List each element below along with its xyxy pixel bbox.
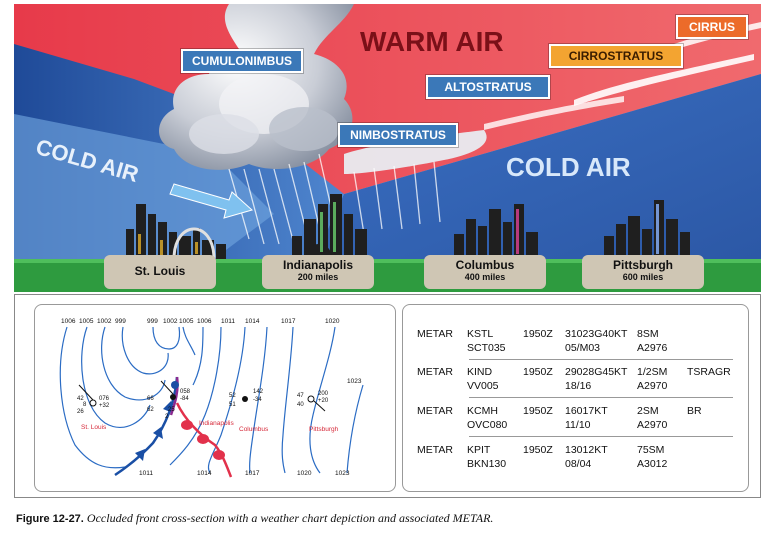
- svg-text:1017: 1017: [281, 318, 296, 325]
- metar-panel: METAR KSTL 1950Z 31023G40KT 8SM SCT035 0…: [402, 304, 749, 492]
- svg-text:+20: +20: [318, 398, 329, 404]
- figure-number: Figure 12-27.: [16, 513, 84, 525]
- weather-chart-panel: 1006 1005 1002 999 999 1002 1005 1006 10…: [34, 304, 396, 492]
- svg-text:076: 076: [99, 396, 110, 402]
- cirrostratus-label: CIRROSTRATUS: [549, 44, 683, 68]
- cold-air-arrow: [169, 183, 254, 219]
- svg-text:66: 66: [147, 396, 154, 402]
- isobar-labels-bottom: 1011 1014 1017 1020 1023: [139, 470, 350, 477]
- warm-air-label: WARM AIR: [360, 26, 504, 57]
- svg-text:-34: -34: [253, 397, 262, 403]
- svg-text:Indianapolis: Indianapolis: [199, 420, 234, 427]
- occluded-front: [169, 376, 179, 416]
- city-sign-pittsburgh: Pittsburgh 600 miles: [582, 255, 704, 289]
- svg-text:1011: 1011: [221, 318, 235, 325]
- svg-text:1005: 1005: [79, 318, 94, 325]
- cirrostratus-wisp: [574, 54, 754, 106]
- svg-text:Pittsburgh: Pittsburgh: [309, 426, 339, 433]
- station-plot-indianapolis: 66 62 25 2 058 -84: [147, 380, 191, 420]
- svg-text:40: 40: [297, 402, 304, 408]
- svg-text:25: 25: [168, 407, 175, 413]
- cold-air-right-mass: [314, 74, 761, 259]
- low-pressure-center: [171, 381, 179, 389]
- svg-text:1002: 1002: [97, 318, 112, 325]
- cold-air-right-label: COLD AIR: [506, 152, 631, 182]
- svg-text:-84: -84: [180, 396, 189, 402]
- station-plot-pittsburgh: 47 40 200 +20: [297, 391, 329, 412]
- cold-front: [114, 376, 179, 477]
- svg-text:+32: +32: [99, 403, 110, 409]
- svg-text:1002: 1002: [163, 318, 178, 325]
- cirrus-label: CIRRUS: [676, 15, 748, 39]
- nimbostratus-label: NIMBOSTRATUS: [338, 123, 458, 147]
- svg-text:1005: 1005: [179, 318, 194, 325]
- svg-text:52: 52: [229, 393, 236, 399]
- svg-text:058: 058: [180, 389, 191, 395]
- svg-text:42: 42: [77, 396, 84, 402]
- cumulonimbus-cloud: [159, 4, 354, 170]
- figure-caption-text: Occluded front cross-section with a weat…: [86, 511, 494, 525]
- svg-text:26: 26: [77, 409, 84, 415]
- svg-text:1014: 1014: [197, 470, 212, 477]
- chart-city-labels: St. Louis Indianapolis Columbus Pittsbur…: [81, 420, 339, 433]
- svg-text:8: 8: [83, 402, 87, 408]
- city-sign-indianapolis: Indianapolis 200 miles: [262, 255, 374, 289]
- svg-text:1006: 1006: [197, 318, 212, 325]
- svg-text:1006: 1006: [61, 318, 76, 325]
- station-plot-st-louis: 42 26 8 076 +32: [77, 384, 110, 415]
- isobar-labels-top: 1006 1005 1002 999 999 1002 1005 1006 10…: [61, 318, 362, 385]
- svg-text:2: 2: [165, 414, 169, 420]
- station-plot-columbus: 52 51 142 -34: [229, 389, 264, 408]
- svg-text:1011: 1011: [139, 470, 153, 477]
- svg-text:47: 47: [297, 393, 304, 399]
- warm-front: [175, 402, 233, 478]
- cross-section-scene: WARM AIR COLD AIR COLD AIR CUMULONIMBUS …: [14, 4, 761, 292]
- svg-text:62: 62: [147, 407, 154, 413]
- svg-text:Columbus: Columbus: [239, 426, 269, 433]
- svg-text:St. Louis: St. Louis: [81, 424, 107, 431]
- svg-text:999: 999: [147, 318, 158, 325]
- isobars: [59, 326, 364, 474]
- svg-text:200: 200: [318, 391, 329, 397]
- city-sign-st-louis: St. Louis: [104, 255, 216, 289]
- figure-caption: Figure 12-27. Occluded front cross-secti…: [16, 511, 493, 526]
- svg-text:999: 999: [115, 318, 126, 325]
- svg-text:1017: 1017: [245, 470, 260, 477]
- svg-text:51: 51: [229, 402, 236, 408]
- svg-text:1014: 1014: [245, 318, 260, 325]
- svg-text:1023: 1023: [347, 378, 362, 385]
- city-sign-columbus: Columbus 400 miles: [424, 255, 546, 289]
- altostratus-label: ALTOSTRATUS: [426, 75, 550, 99]
- weather-chart: 1006 1005 1002 999 999 1002 1005 1006 10…: [59, 318, 364, 478]
- svg-text:1020: 1020: [325, 318, 340, 325]
- svg-text:142: 142: [253, 389, 264, 395]
- svg-text:1023: 1023: [335, 470, 350, 477]
- cumulonimbus-label: CUMULONIMBUS: [181, 49, 303, 73]
- svg-text:1020: 1020: [297, 470, 312, 477]
